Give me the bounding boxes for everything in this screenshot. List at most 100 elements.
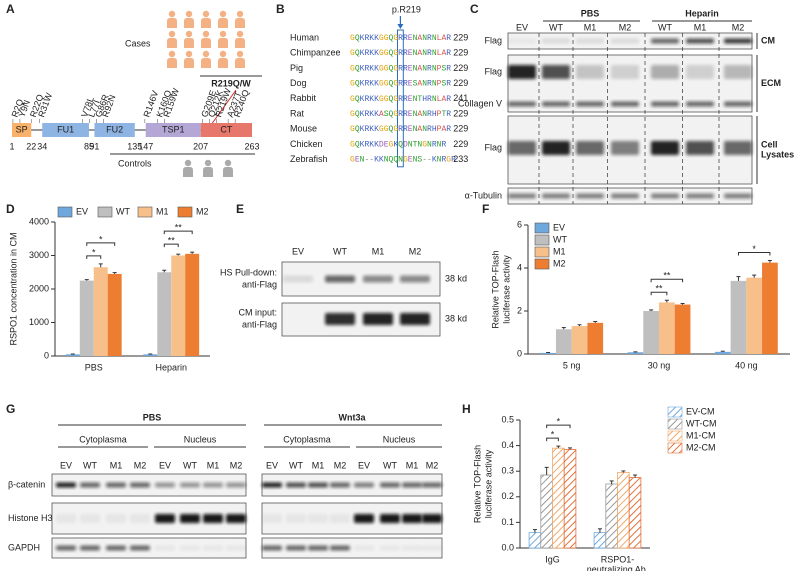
residue: P (437, 65, 442, 74)
row-label: Histone H3 (8, 513, 53, 523)
domain (42, 123, 89, 137)
residue: R (446, 125, 451, 134)
blot-band (542, 193, 570, 199)
blot-band (155, 482, 175, 488)
blot-band (402, 482, 422, 488)
blot-band (308, 514, 328, 523)
residue: Q (389, 34, 394, 43)
legend-swatch (667, 406, 683, 418)
residue: R (364, 141, 369, 150)
person-icon (201, 18, 211, 28)
residue: A (417, 110, 422, 119)
person-icon (168, 30, 176, 38)
legend-swatch (57, 206, 73, 218)
bar (540, 474, 553, 549)
blot-band (203, 545, 223, 551)
residue: K (369, 34, 374, 43)
fraction-label: ECM (761, 78, 781, 88)
residue: Q (389, 156, 394, 165)
residue: L (437, 95, 442, 104)
marker-label: p.R219 (392, 4, 421, 14)
residue: G (379, 49, 384, 58)
blot-band (363, 275, 393, 283)
residue-number: 229 (453, 48, 468, 58)
legend-swatch (534, 234, 550, 246)
residue: G (350, 80, 355, 89)
person-icon (201, 38, 211, 48)
residue: K (374, 65, 379, 74)
lane-label: EV (516, 22, 528, 32)
blot-band (686, 141, 714, 155)
residue: R (403, 125, 408, 134)
bar (185, 253, 200, 356)
person-icon (167, 18, 177, 28)
residue: Q (355, 125, 360, 134)
residue: L (437, 49, 442, 58)
residue-number: 229 (453, 124, 468, 134)
fraction-label: CM (761, 35, 775, 45)
fraction-label: Nucleus (383, 434, 416, 444)
person-icon (236, 10, 244, 18)
blot-band (130, 482, 150, 488)
sequence: GQKRKKGGQGRRENTHRNLAR (350, 95, 451, 104)
residue: K (374, 34, 379, 43)
blot-band (686, 38, 714, 44)
sequence: GQKRKKDEGKQDNTNGNRNR (350, 141, 446, 150)
residue: N (398, 156, 403, 165)
bar (65, 354, 80, 356)
bar (659, 302, 675, 354)
residue: A (441, 125, 446, 134)
blot-band (611, 141, 639, 155)
person-icon (183, 167, 193, 177)
residue: K (393, 141, 398, 150)
residue: N (432, 95, 437, 104)
blot-band (724, 38, 752, 44)
treatment-label: Wnt3a (339, 412, 367, 422)
blot-band (724, 193, 752, 199)
residue: A (441, 34, 446, 43)
panel-letter: H (462, 402, 471, 416)
bar (628, 477, 642, 549)
domain-label: TSP1 (162, 124, 185, 134)
blot-band (508, 101, 536, 107)
lane-label: M2 (732, 22, 745, 32)
bar (593, 532, 607, 549)
person-icon (235, 38, 245, 48)
significance-label: ** (175, 223, 183, 233)
residue: R (403, 95, 408, 104)
bar (762, 262, 778, 354)
y-tick-label: 3000 (29, 250, 49, 260)
blot-band (611, 101, 639, 107)
row-label: α-Tubulin (465, 190, 502, 200)
row-label: Collagen V (458, 98, 502, 108)
residue: G (384, 125, 389, 134)
blot-band (130, 514, 150, 523)
residue: T (417, 95, 422, 104)
person-icon (167, 38, 177, 48)
residue: N (360, 156, 365, 165)
residue: R (403, 49, 408, 58)
residue: R (403, 34, 408, 43)
residue: E (408, 65, 413, 74)
residue: N (422, 34, 427, 43)
residue: E (408, 34, 413, 43)
sequence: GEN--KKNQQNGENS--KNRGR (350, 156, 456, 165)
bar (605, 483, 618, 549)
row-label: HS Pull-down: (220, 267, 277, 277)
person-icon (204, 159, 212, 167)
x-tick-label: neutralizing Ab. (587, 564, 649, 571)
x-tick-label: 5 ng (563, 360, 581, 370)
residue: G (393, 125, 398, 134)
blot-band (80, 545, 100, 551)
blot-band (542, 141, 570, 155)
bar (555, 329, 572, 354)
bar (730, 280, 747, 354)
domain-label: FU2 (106, 124, 123, 134)
residue: G (379, 65, 384, 74)
blot-band (576, 65, 604, 79)
residue: R (446, 34, 451, 43)
residue: P (437, 80, 442, 89)
residue: Q (389, 49, 394, 58)
legend-label: EV-CM (686, 406, 715, 416)
residue: A (417, 80, 422, 89)
